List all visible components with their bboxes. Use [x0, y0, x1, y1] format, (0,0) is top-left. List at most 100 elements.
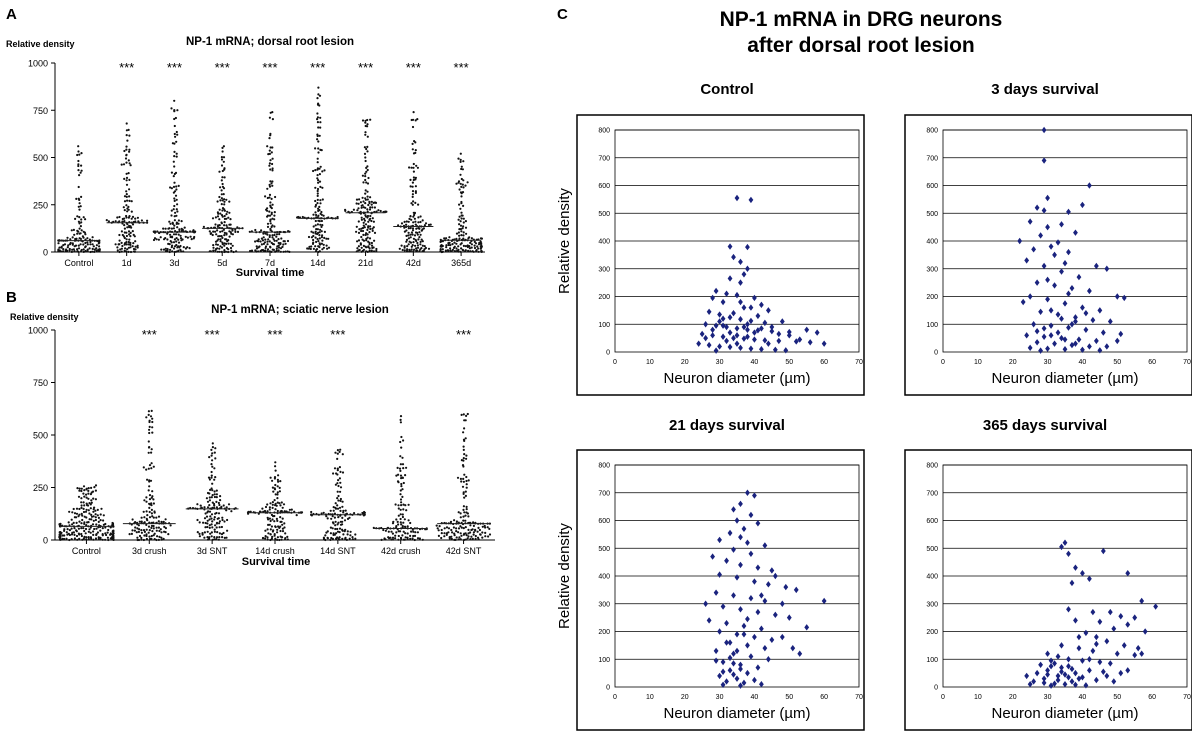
data-point — [797, 336, 803, 343]
y-tick-label: 300 — [598, 266, 610, 273]
data-point — [316, 157, 319, 160]
data-point — [317, 86, 320, 89]
data-point — [177, 184, 180, 187]
data-point — [403, 226, 406, 229]
data-point — [331, 527, 334, 530]
data-point — [106, 531, 109, 534]
data-point — [447, 249, 450, 252]
data-point — [412, 250, 415, 253]
data-point — [208, 510, 212, 513]
data-point — [128, 148, 131, 151]
subplot-frame — [576, 449, 865, 731]
data-point — [336, 452, 339, 455]
data-point — [404, 532, 407, 535]
data-point — [703, 600, 709, 607]
data-point — [140, 538, 143, 541]
data-point — [459, 160, 462, 163]
panel-a-label: A — [6, 6, 17, 23]
data-point — [159, 528, 162, 531]
data-point — [286, 250, 289, 253]
data-point — [412, 221, 415, 224]
data-point — [397, 538, 400, 541]
data-point — [199, 504, 202, 507]
data-point — [1048, 322, 1054, 329]
data-point — [345, 538, 348, 542]
data-point — [255, 247, 259, 250]
data-point — [360, 250, 363, 253]
data-point — [76, 248, 79, 251]
data-point — [375, 210, 378, 213]
data-point — [306, 247, 309, 250]
data-point — [734, 631, 740, 638]
data-point — [208, 456, 211, 459]
data-point — [413, 534, 417, 538]
data-point — [211, 489, 214, 492]
data-point — [80, 169, 83, 172]
data-point — [1034, 204, 1040, 211]
data-point — [772, 611, 778, 619]
data-point — [223, 176, 226, 179]
data-point — [314, 219, 317, 223]
data-point — [411, 227, 415, 230]
data-point — [745, 243, 750, 251]
data-point — [412, 162, 415, 166]
data-point — [416, 241, 419, 245]
data-point — [266, 215, 269, 218]
data-point — [783, 347, 789, 354]
data-point — [1041, 207, 1047, 214]
data-point — [786, 328, 792, 336]
data-point — [727, 329, 733, 336]
data-point — [222, 187, 226, 190]
data-point — [462, 492, 465, 495]
data-point — [804, 326, 810, 333]
data-point — [220, 214, 224, 217]
data-point — [384, 529, 387, 532]
data-point — [173, 199, 176, 202]
data-point — [460, 165, 463, 168]
data-point — [401, 534, 404, 537]
data-point — [464, 490, 467, 493]
data-point — [1055, 329, 1061, 336]
data-point — [222, 156, 226, 159]
data-point — [172, 185, 176, 188]
data-point — [481, 531, 484, 534]
data-point — [1111, 678, 1117, 685]
scatter-subplot: 21 days survival010020030040050060070080… — [556, 417, 865, 731]
data-point — [70, 518, 73, 521]
data-point — [486, 526, 489, 529]
data-point — [135, 531, 138, 534]
data-point — [772, 572, 778, 580]
data-point — [76, 229, 79, 232]
data-point — [164, 227, 167, 230]
data-point — [330, 517, 333, 520]
data-point — [148, 420, 151, 424]
data-point — [461, 485, 465, 488]
x-tick-label: 0 — [613, 694, 617, 701]
data-point — [462, 234, 465, 237]
data-point — [175, 188, 178, 191]
data-point — [173, 99, 176, 102]
data-point — [731, 334, 736, 342]
data-point — [175, 214, 178, 217]
data-point — [80, 164, 83, 167]
data-point — [400, 523, 403, 526]
data-point — [365, 166, 368, 169]
data-point — [326, 247, 329, 250]
data-point — [166, 238, 169, 241]
data-point — [207, 476, 211, 479]
data-point — [58, 523, 61, 526]
data-point — [254, 228, 257, 232]
data-point — [84, 246, 87, 249]
data-point — [366, 123, 369, 126]
data-point — [484, 526, 487, 529]
data-point — [97, 536, 100, 539]
data-point — [210, 448, 213, 451]
data-point — [75, 197, 78, 200]
data-point — [85, 488, 88, 491]
data-point — [58, 249, 61, 253]
data-point — [77, 150, 80, 153]
data-point — [460, 200, 463, 204]
data-point — [316, 121, 319, 124]
data-point — [91, 250, 94, 253]
x-tick-label: 60 — [1148, 359, 1156, 366]
